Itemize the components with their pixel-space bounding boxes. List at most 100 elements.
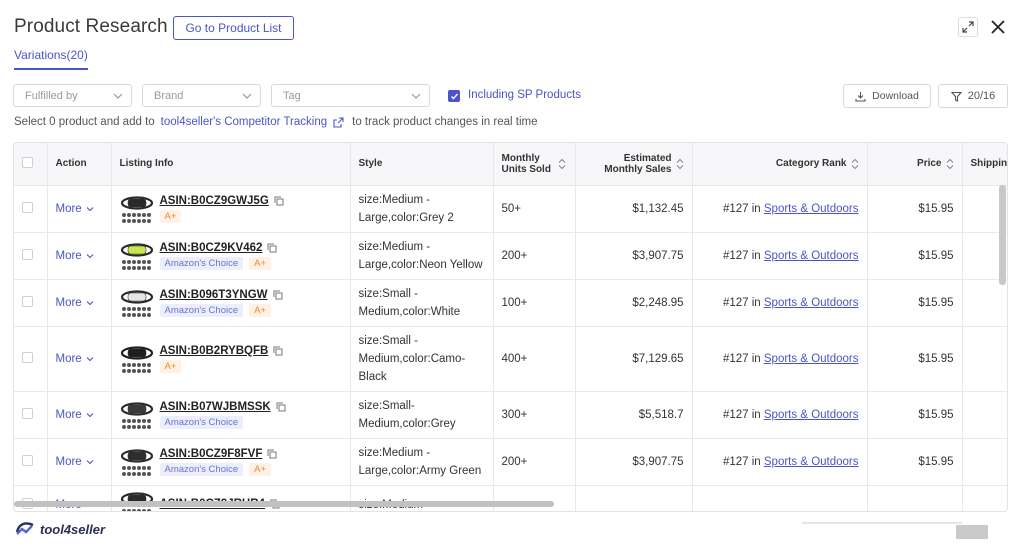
table-row[interactable]: More ASIN:B0B2RYBQFB A+ size:Small - Medi… [14,326,1007,392]
row-rank-cell [692,485,868,511]
select-all-cell [14,143,48,186]
sort-icon[interactable] [676,158,684,170]
table-row[interactable]: More ASIN:B0CZ9KV462 Amazon's Choice A+ si… [14,232,1007,280]
sort-icon[interactable] [851,158,859,170]
asin-link[interactable]: ASIN:B0CZ9GWJ5G [159,194,269,207]
style-text: size:Medium - Large,color:Army Green [358,446,482,477]
copy-icon[interactable] [273,290,283,300]
bottom-scroll-thumb[interactable] [956,525,988,539]
more-dropdown[interactable]: More [56,250,103,262]
close-icon[interactable] [988,17,1008,37]
select-all-checkbox[interactable] [22,156,33,168]
row-action-cell: More [47,232,112,280]
column-filter-button[interactable]: 20/16 [938,84,1008,108]
product-thumbnail[interactable] [120,400,154,430]
sort-icon[interactable] [558,158,566,170]
table-row[interactable]: More ASIN:B096T3YNGW Amazon's Choice A+ si… [14,279,1007,327]
table-row[interactable]: More ASIN:B0CZ9JRHR4 size:Medium - [14,485,1007,511]
product-thumbnail[interactable] [120,344,154,374]
header-action: Action [47,143,112,186]
category-link[interactable]: Sports & Outdoors [763,296,859,309]
row-checkbox[interactable] [22,407,33,419]
sort-icon[interactable] [946,158,954,170]
external-link-icon[interactable] [333,116,344,128]
row-checkbox[interactable] [22,295,33,307]
table-row[interactable]: More ASIN:B07WJBMSSK Amazon's Choice size… [14,391,1007,439]
row-select-cell [14,438,48,486]
row-listing-cell: ASIN:B0B2RYBQFB A+ [111,326,351,392]
row-style-cell: size:Medium - [350,485,494,511]
row-rank-cell: #127 in Sports & Outdoors [692,185,868,233]
row-action-cell: More [47,185,112,233]
more-dropdown[interactable]: More [56,353,103,365]
asin-link[interactable]: ASIN:B0CZ9KV462 [159,241,263,254]
more-dropdown[interactable]: More [56,409,103,421]
category-link[interactable]: Sports & Outdoors [763,352,859,365]
row-checkbox[interactable] [22,454,33,466]
vertical-scrollbar[interactable] [999,185,1006,285]
expand-icon[interactable] [958,17,978,37]
chevron-down-icon [86,253,94,258]
category-link[interactable]: Sports & Outdoors [763,408,859,421]
tab-variations[interactable]: Variations(20) [14,48,88,70]
copy-icon[interactable] [276,402,286,412]
row-rank-cell: #127 in Sports & Outdoors [692,232,868,280]
chevron-down-icon [86,459,94,464]
category-link[interactable]: Sports & Outdoors [763,455,859,468]
info-suffix: to track product changes in real time [352,116,538,128]
product-thumbnail[interactable] [120,447,154,477]
row-listing-cell: ASIN:B0CZ9JRHR4 [111,485,351,511]
download-button[interactable]: Download [843,84,931,108]
header-price[interactable]: Price [867,143,963,186]
tag-select[interactable]: Tag [271,84,430,107]
header-category-rank[interactable]: Category Rank [692,143,868,186]
table-row[interactable]: More ASIN:B0CZ9GWJ5G A+ size:Medium - Lar… [14,185,1007,233]
copy-icon[interactable] [267,243,277,253]
sp-products-label[interactable]: Including SP Products [468,89,581,101]
product-thumbnail[interactable] [120,194,154,224]
product-thumbnail[interactable] [120,241,154,271]
more-dropdown[interactable]: More [56,456,103,468]
rank-prefix: #127 in [722,352,761,365]
row-shipping-cell [962,438,1007,486]
asin-link[interactable]: ASIN:B096T3YNGW [159,288,268,301]
copy-icon[interactable] [274,196,284,206]
tracking-info: Select 0 product and add to tool4seller'… [14,116,538,128]
row-listing-cell: ASIN:B0CZ9KV462 Amazon's Choice A+ [111,232,351,280]
fulfilled-by-select[interactable]: Fulfilled by [13,84,132,107]
sp-products-checkbox[interactable] [448,90,460,102]
competitor-tracking-link[interactable]: tool4seller's Competitor Tracking [160,116,328,128]
table-row[interactable]: More ASIN:B0CZ9F8FVF Amazon's Choice A+ si… [14,438,1007,486]
brand-select[interactable]: Brand [142,84,261,107]
header-estimated-sales[interactable]: Estimated Monthly Sales [575,143,693,186]
go-to-product-list-button[interactable]: Go to Product List [173,16,294,40]
amazons-choice-badge: Amazon's Choice [159,256,244,270]
row-checkbox[interactable] [22,351,33,363]
row-style-cell: size:Small - Medium,color:White [350,279,494,327]
product-thumbnail[interactable] [120,288,154,318]
asin-link[interactable]: ASIN:B07WJBMSSK [159,400,271,413]
row-units-cell [493,485,576,511]
rank-prefix: #127 in [722,202,761,215]
category-link[interactable]: Sports & Outdoors [763,202,859,215]
more-dropdown[interactable]: More [56,297,103,309]
header-style: Style [350,143,494,186]
header-monthly-units[interactable]: Monthly Units Sold [493,143,576,186]
asin-link[interactable]: ASIN:B0B2RYBQFB [159,344,269,357]
copy-icon[interactable] [273,346,283,356]
row-checkbox[interactable] [22,201,33,213]
row-price-cell: $15.95 [867,279,963,327]
copy-icon[interactable] [267,449,277,459]
category-link[interactable]: Sports & Outdoors [763,249,859,262]
row-action-cell: More [47,326,112,392]
asin-link[interactable]: ASIN:B0CZ9F8FVF [159,447,263,460]
row-select-cell [14,185,48,233]
row-price-cell: $15.95 [867,438,963,486]
horizontal-scrollbar[interactable] [14,501,554,507]
header-shipping: Shippin [962,143,1007,186]
row-checkbox[interactable] [22,248,33,260]
row-units-cell: 50+ [493,185,576,233]
row-listing-cell: ASIN:B0CZ9F8FVF Amazon's Choice A+ [111,438,351,486]
row-rank-cell: #127 in Sports & Outdoors [692,438,868,486]
more-dropdown[interactable]: More [56,203,103,215]
